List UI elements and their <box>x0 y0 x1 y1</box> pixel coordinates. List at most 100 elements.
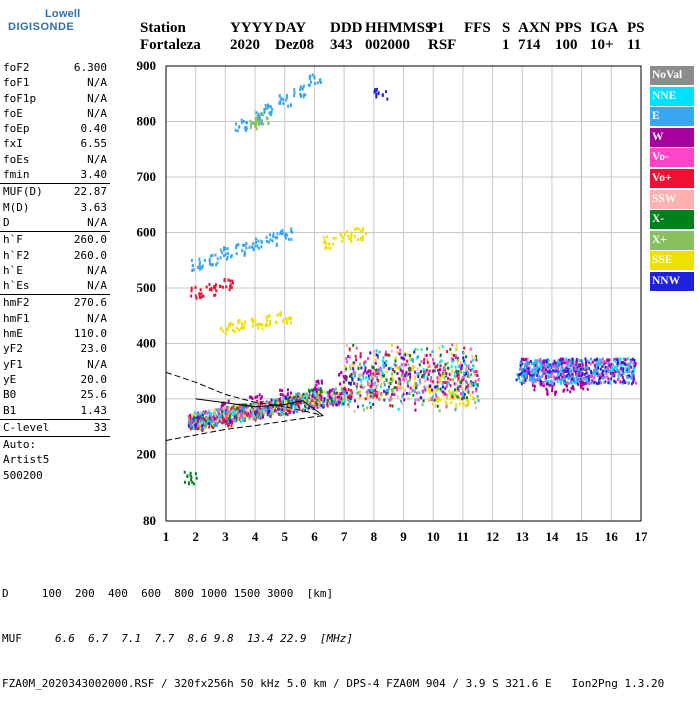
param-note: Artist5 <box>3 453 50 467</box>
echo-point <box>276 313 279 317</box>
echo-point <box>283 234 286 238</box>
echo-point <box>215 289 218 293</box>
echo-point <box>543 371 546 375</box>
echo-point <box>521 368 524 372</box>
echo-point <box>276 236 279 240</box>
echo-point <box>353 409 356 413</box>
echo-point <box>631 370 634 374</box>
echo-point <box>348 237 351 241</box>
echo-point <box>359 352 362 356</box>
echo-point <box>459 367 462 371</box>
echo-point <box>221 417 224 421</box>
echo-point <box>270 111 273 115</box>
echo-point <box>302 395 305 399</box>
echo-point <box>400 356 403 360</box>
echo-point <box>237 414 240 418</box>
y-tick-label: 800 <box>137 113 157 128</box>
header-value-9: 10+ <box>590 37 614 53</box>
echo-point <box>475 389 478 393</box>
echo-point <box>449 378 452 382</box>
echo-point <box>187 415 190 419</box>
echo-point <box>232 413 235 417</box>
echo-point <box>238 318 241 322</box>
param-label: yF1 <box>3 357 23 371</box>
echo-point <box>531 376 534 380</box>
echo-point <box>290 237 293 241</box>
echo-point <box>462 371 465 375</box>
echo-point <box>518 376 521 380</box>
echo-point <box>623 358 626 362</box>
echo-point <box>349 367 352 371</box>
echo-point <box>198 260 201 264</box>
echo-point <box>576 374 579 378</box>
echo-point <box>426 347 429 351</box>
echo-point <box>438 368 441 372</box>
echo-point <box>424 379 427 383</box>
echo-point <box>559 381 562 385</box>
echo-point <box>525 370 528 374</box>
param-row: B0 25.6 <box>0 387 110 402</box>
echo-point <box>385 392 388 396</box>
echo-point <box>419 381 422 385</box>
echo-point <box>211 417 214 421</box>
digisonde-logo: Lowell DIGISONDE <box>6 8 80 46</box>
echo-point <box>586 387 589 391</box>
echo-point <box>403 398 406 402</box>
echo-point <box>601 369 604 373</box>
echo-point <box>387 380 390 384</box>
echo-point <box>214 284 217 288</box>
echo-point <box>237 406 240 410</box>
echo-point <box>239 416 242 420</box>
echo-point <box>607 362 610 366</box>
echo-point <box>241 406 244 410</box>
echo-point <box>184 480 187 484</box>
echo-point <box>607 377 610 381</box>
echo-point <box>292 410 295 414</box>
echo-point <box>201 424 204 428</box>
echo-point <box>197 265 200 269</box>
header-value-10: 11 <box>627 37 642 53</box>
echo-point <box>192 417 195 421</box>
echo-point <box>533 384 536 388</box>
echo-point <box>571 374 574 378</box>
echo-point <box>385 370 388 374</box>
echo-point <box>320 379 323 383</box>
param-separator <box>0 418 110 420</box>
echo-point <box>299 401 302 405</box>
echo-point <box>547 363 550 367</box>
echo-point <box>201 427 204 431</box>
param-value: 1.43 <box>80 403 108 417</box>
echo-point <box>569 390 572 394</box>
echo-point <box>432 380 435 384</box>
echo-point <box>201 429 204 433</box>
x-tick-label: 2 <box>192 529 199 544</box>
echo-point <box>629 365 632 369</box>
echo-point <box>191 268 194 272</box>
echo-point <box>418 391 421 395</box>
echo-point <box>567 372 570 376</box>
echo-point <box>372 395 375 399</box>
echo-point <box>467 371 470 375</box>
echo-point <box>462 390 465 394</box>
echo-point <box>524 379 527 383</box>
echo-point <box>229 321 232 325</box>
echo-point <box>532 381 535 385</box>
echo-point <box>551 389 554 393</box>
echo-point <box>190 289 193 293</box>
echo-point <box>629 375 632 379</box>
echo-point <box>432 361 435 365</box>
echo-point <box>354 399 357 403</box>
echo-point <box>403 363 406 367</box>
echo-point <box>191 264 194 268</box>
echo-point <box>575 359 578 363</box>
echo-point <box>603 359 606 363</box>
echo-point <box>324 239 327 243</box>
echo-point <box>364 360 367 364</box>
echo-point <box>577 364 580 368</box>
echo-point <box>385 363 388 367</box>
param-separator <box>0 231 110 233</box>
param-label: fxI <box>3 137 23 151</box>
echo-point <box>591 371 594 375</box>
echo-point <box>190 478 193 482</box>
echo-point <box>257 246 260 250</box>
